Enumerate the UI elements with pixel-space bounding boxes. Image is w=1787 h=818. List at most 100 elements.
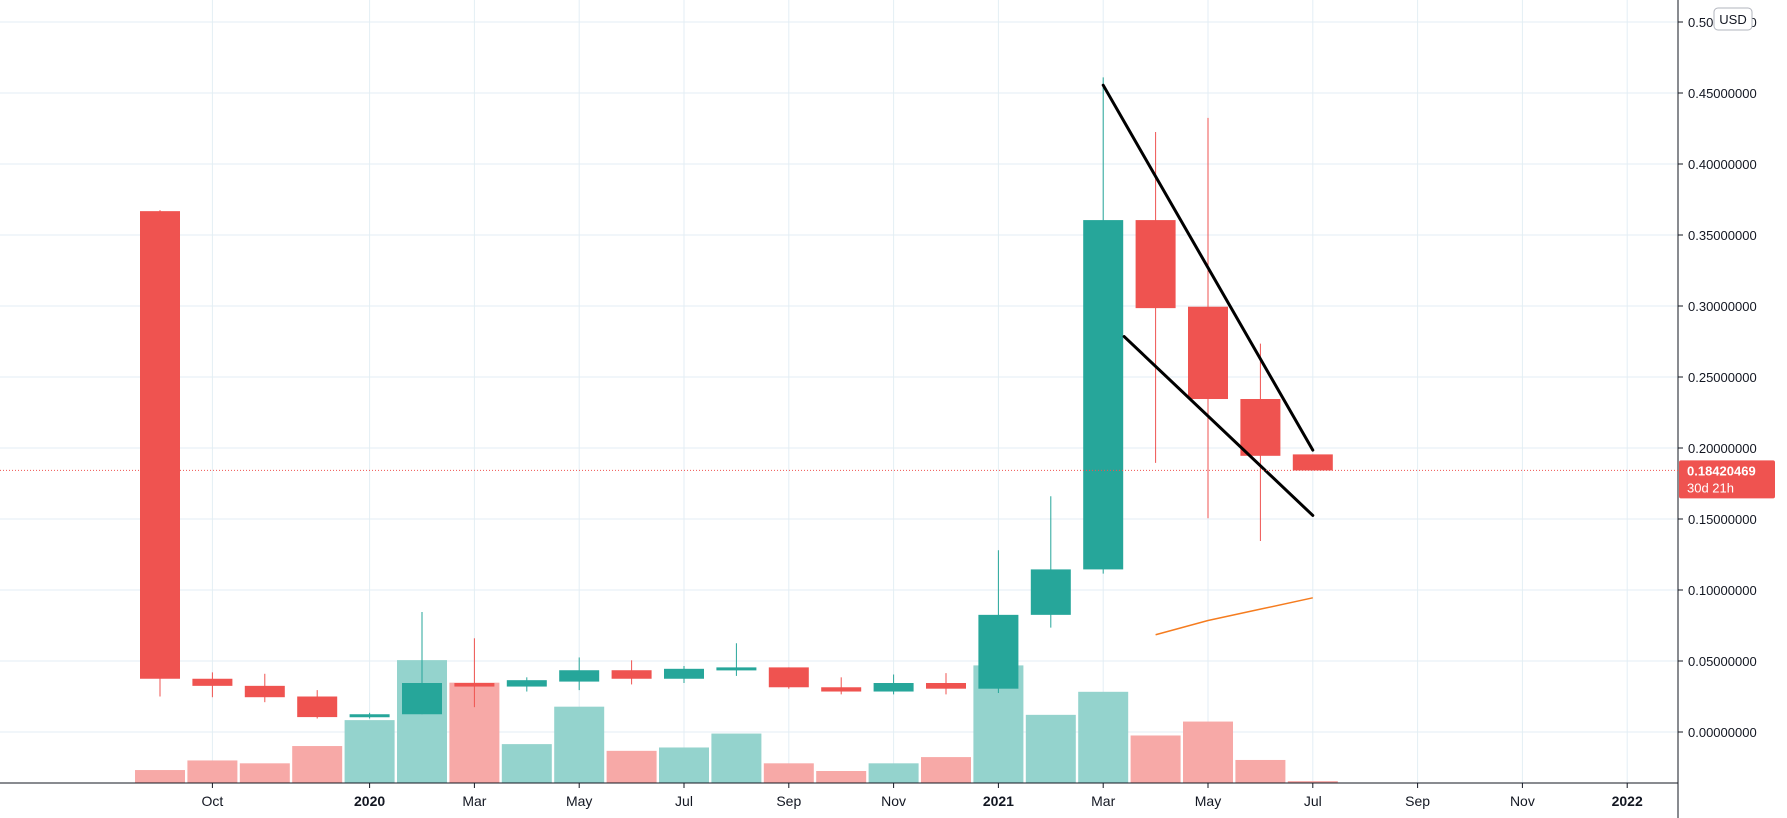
price-tick-label: 0.00000000: [1688, 725, 1757, 740]
candles[interactable]: [140, 77, 1333, 719]
candle-body[interactable]: [454, 683, 495, 687]
candle-body[interactable]: [506, 680, 547, 687]
time-tick-label: 2021: [983, 793, 1014, 809]
candle-body[interactable]: [1083, 220, 1124, 570]
volume-bar: [292, 746, 343, 783]
volume-bar: [187, 760, 238, 783]
volume-bar: [868, 763, 919, 783]
time-tick-label: Nov: [881, 793, 906, 809]
candle-body[interactable]: [1188, 306, 1228, 400]
candle[interactable]: [821, 677, 862, 695]
candle[interactable]: [978, 550, 1019, 693]
volume-bar: [1078, 691, 1129, 783]
candle[interactable]: [664, 665, 704, 684]
candle[interactable]: [926, 673, 966, 695]
candle[interactable]: [768, 667, 809, 689]
candle[interactable]: [1292, 454, 1333, 471]
time-tick-label: Mar: [1091, 793, 1115, 809]
volume-bar: [135, 770, 185, 783]
candle[interactable]: [1135, 132, 1176, 463]
moving-average: [1155, 597, 1313, 636]
volume-bar: [1130, 735, 1181, 783]
volume-bar: [1025, 714, 1076, 783]
candle-body[interactable]: [821, 687, 862, 692]
time-tick-label: Jul: [675, 793, 693, 809]
price-tick-label: 0.45000000: [1688, 86, 1757, 101]
price-tick-label: 0.20000000: [1688, 441, 1757, 456]
candle[interactable]: [192, 672, 233, 698]
last-price-value: 0.18420469: [1687, 463, 1756, 478]
candle-body[interactable]: [664, 668, 704, 679]
price-tick-label: 0.10000000: [1688, 583, 1757, 598]
candle[interactable]: [1030, 496, 1071, 628]
trendline[interactable]: [1101, 83, 1315, 452]
candle[interactable]: [1188, 117, 1228, 519]
time-tick-label: Sep: [1405, 793, 1430, 809]
candle-body[interactable]: [559, 670, 600, 682]
candle-body[interactable]: [1240, 399, 1281, 456]
volume-bar: [1235, 759, 1286, 783]
candle-body[interactable]: [349, 714, 390, 718]
trendline[interactable]: [1122, 335, 1315, 517]
candle-body[interactable]: [978, 614, 1019, 689]
candle-body[interactable]: [768, 667, 809, 688]
candle[interactable]: [140, 210, 180, 697]
volume-bar: [239, 763, 290, 783]
time-tick-label: May: [1195, 793, 1221, 809]
candle-body[interactable]: [873, 683, 914, 692]
candle[interactable]: [402, 612, 442, 715]
candle[interactable]: [454, 638, 495, 708]
time-tick-label: Mar: [462, 793, 486, 809]
volume-bar: [501, 744, 552, 783]
grid: [0, 0, 1678, 783]
volume-bar: [344, 720, 395, 783]
price-tick-label: 0.25000000: [1688, 370, 1757, 385]
volume-bar: [659, 747, 709, 783]
candle[interactable]: [349, 712, 390, 719]
trendlines[interactable]: [1101, 83, 1315, 517]
last-price-box: [1679, 460, 1775, 499]
time-tick-label: Sep: [776, 793, 801, 809]
currency-badge-label: USD: [1719, 12, 1746, 27]
candle-body[interactable]: [297, 696, 338, 718]
candle-body[interactable]: [244, 685, 285, 698]
time-tick-label: 2020: [354, 793, 385, 809]
candle-body[interactable]: [926, 683, 966, 689]
currency-badge-box: [1713, 7, 1753, 31]
last-price-marker: 0.18420469 30d 21h: [0, 460, 1775, 499]
volume-bar: [606, 750, 657, 783]
volume-bar: [763, 763, 814, 783]
candle-body[interactable]: [140, 211, 180, 679]
candle-body[interactable]: [1030, 569, 1071, 615]
time-tick-label: Oct: [202, 793, 224, 809]
candle-body[interactable]: [716, 667, 757, 671]
candle-body[interactable]: [611, 670, 652, 679]
volume-bar: [1287, 781, 1338, 783]
candle-body[interactable]: [1292, 454, 1333, 471]
volume-bar: [1183, 721, 1233, 783]
volume-bar: [816, 771, 867, 783]
candle[interactable]: [244, 673, 285, 703]
price-tick-label: 0.30000000: [1688, 299, 1757, 314]
volume-bar: [921, 757, 971, 783]
candle-body[interactable]: [192, 678, 233, 686]
last-price-label: 0.18420469 30d 21h: [1679, 460, 1775, 499]
candle[interactable]: [559, 657, 600, 691]
time-tick-label: 2022: [1612, 793, 1643, 809]
candle[interactable]: [297, 690, 338, 719]
currency-badge[interactable]: USD: [1713, 7, 1753, 31]
candle[interactable]: [1083, 77, 1124, 574]
candle-body[interactable]: [1135, 220, 1176, 309]
candle[interactable]: [611, 660, 652, 685]
price-tick-label: 0.35000000: [1688, 228, 1757, 243]
candle[interactable]: [1240, 343, 1281, 542]
candle[interactable]: [506, 677, 547, 692]
candle-body[interactable]: [402, 683, 442, 715]
candle[interactable]: [873, 674, 914, 695]
volume-bar: [554, 706, 605, 783]
candle[interactable]: [716, 643, 757, 676]
time-tick-label: Nov: [1510, 793, 1535, 809]
